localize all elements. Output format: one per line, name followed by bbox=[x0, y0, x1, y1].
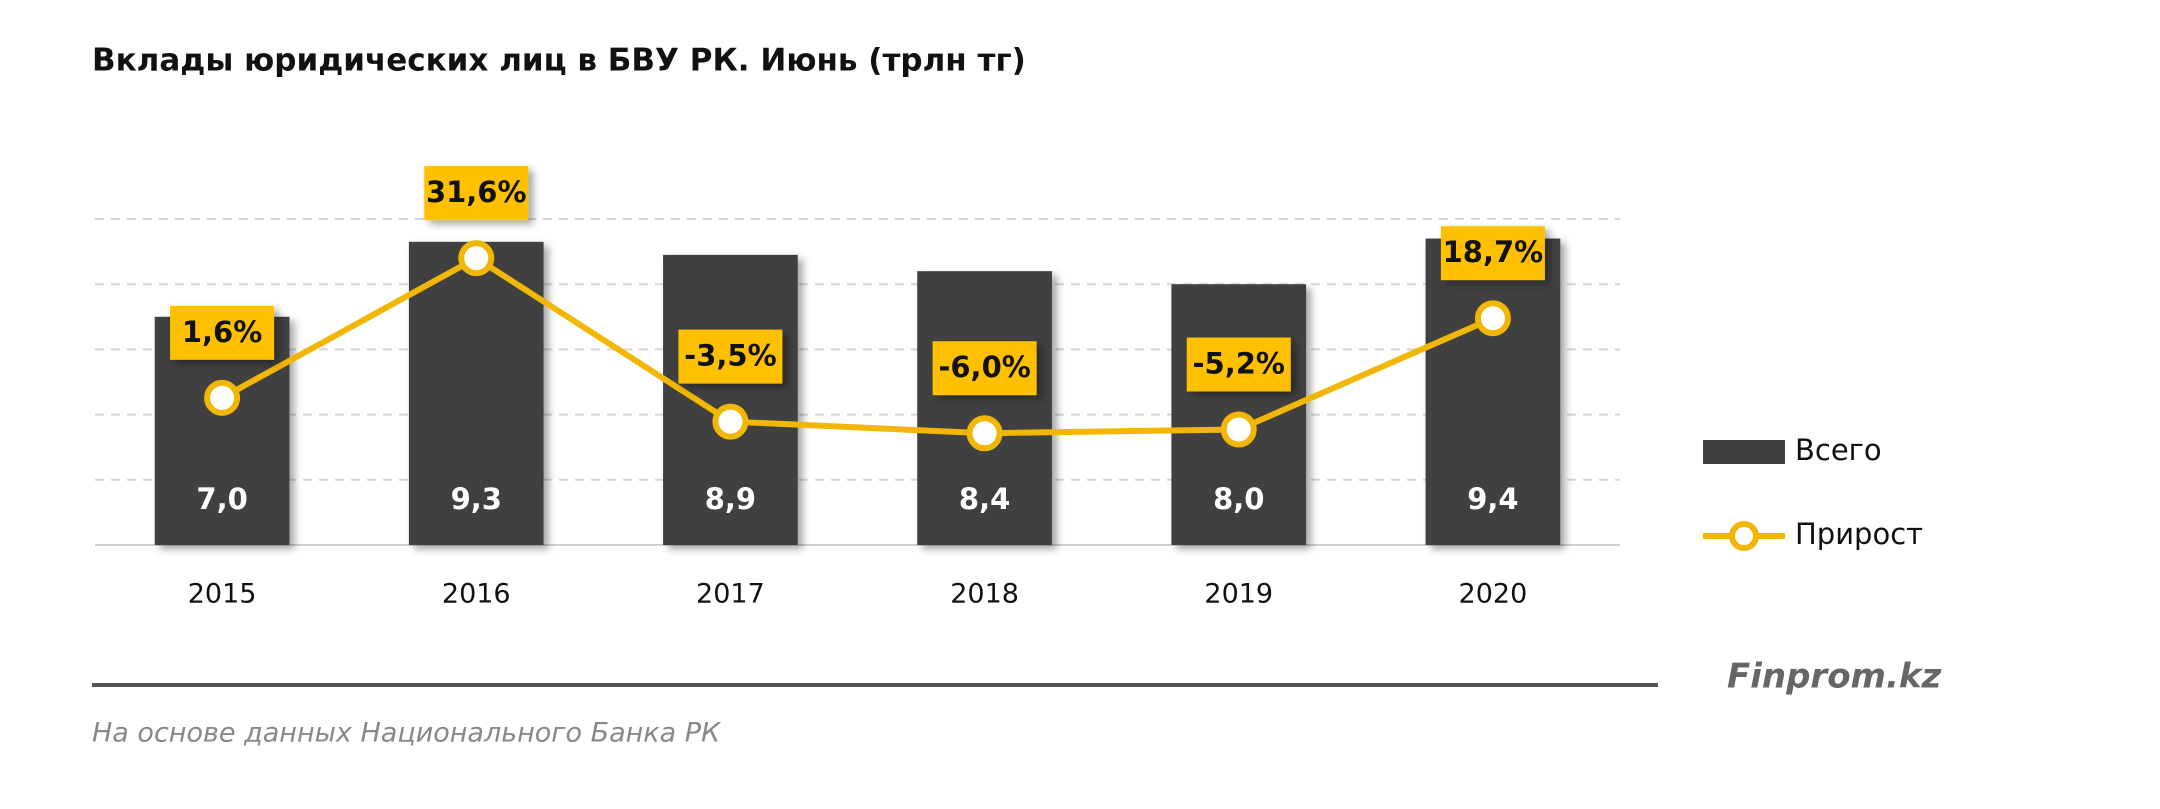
value-label-text: 18,7% bbox=[1443, 235, 1544, 269]
value-label: 18,7% bbox=[1440, 226, 1545, 281]
value-label-box bbox=[932, 341, 1037, 396]
legend-label: Всего bbox=[1795, 433, 1882, 467]
x-tick-label: 2016 bbox=[442, 579, 511, 610]
bar-value-label: 9,4 bbox=[1467, 482, 1518, 516]
line-marker bbox=[1474, 300, 1511, 337]
bar bbox=[663, 254, 798, 546]
value-label-text: -6,0% bbox=[938, 350, 1030, 384]
value-label: 1,6% bbox=[170, 305, 275, 360]
bar-value-label: 9,3 bbox=[451, 482, 502, 516]
value-label-box bbox=[1440, 226, 1545, 281]
line-marker bbox=[1220, 411, 1257, 448]
value-label-box bbox=[170, 305, 275, 360]
legend-swatch bbox=[1703, 440, 1785, 464]
x-tick-label: 2020 bbox=[1459, 579, 1528, 610]
value-label-text: 31,6% bbox=[426, 175, 527, 209]
line-marker bbox=[458, 240, 495, 277]
x-tick-label: 2017 bbox=[696, 579, 765, 610]
value-label-box bbox=[1186, 337, 1291, 392]
line bbox=[220, 254, 1495, 437]
line-marker bbox=[966, 415, 1003, 452]
value-label: -6,0% bbox=[932, 341, 1037, 396]
bar-value-label: 8,0 bbox=[1213, 482, 1264, 516]
bar-value-label: 8,4 bbox=[959, 482, 1010, 516]
x-tick-label: 2015 bbox=[188, 579, 257, 610]
legend-label: Прирост bbox=[1795, 517, 1923, 551]
bar-value-label: 7,0 bbox=[196, 482, 247, 516]
value-label: 31,6% bbox=[424, 166, 529, 221]
line-marker bbox=[204, 379, 241, 416]
value-label-box bbox=[678, 329, 783, 384]
bar bbox=[1425, 238, 1561, 545]
bar bbox=[917, 271, 1052, 545]
watermark: Finprom.kz bbox=[1727, 657, 1942, 697]
value-label: -3,5% bbox=[678, 329, 783, 384]
x-tick-label: 2019 bbox=[1204, 579, 1273, 610]
value-label-text: 1,6% bbox=[182, 315, 262, 349]
source-note: На основе данных Национального Банка РК bbox=[92, 718, 722, 749]
legend-swatch-marker bbox=[1729, 521, 1759, 551]
line-marker bbox=[712, 403, 749, 440]
value-label: -5,2% bbox=[1186, 337, 1291, 392]
x-tick-label: 2018 bbox=[950, 579, 1019, 610]
chart-title: Вклады юридических лиц в БВУ РК. Июнь (т… bbox=[92, 43, 1026, 79]
bar bbox=[408, 241, 544, 545]
value-label-text: -3,5% bbox=[684, 339, 776, 373]
value-label-text: -5,2% bbox=[1193, 347, 1285, 381]
value-label-box bbox=[424, 166, 529, 221]
bar-value-label: 8,9 bbox=[705, 482, 756, 516]
